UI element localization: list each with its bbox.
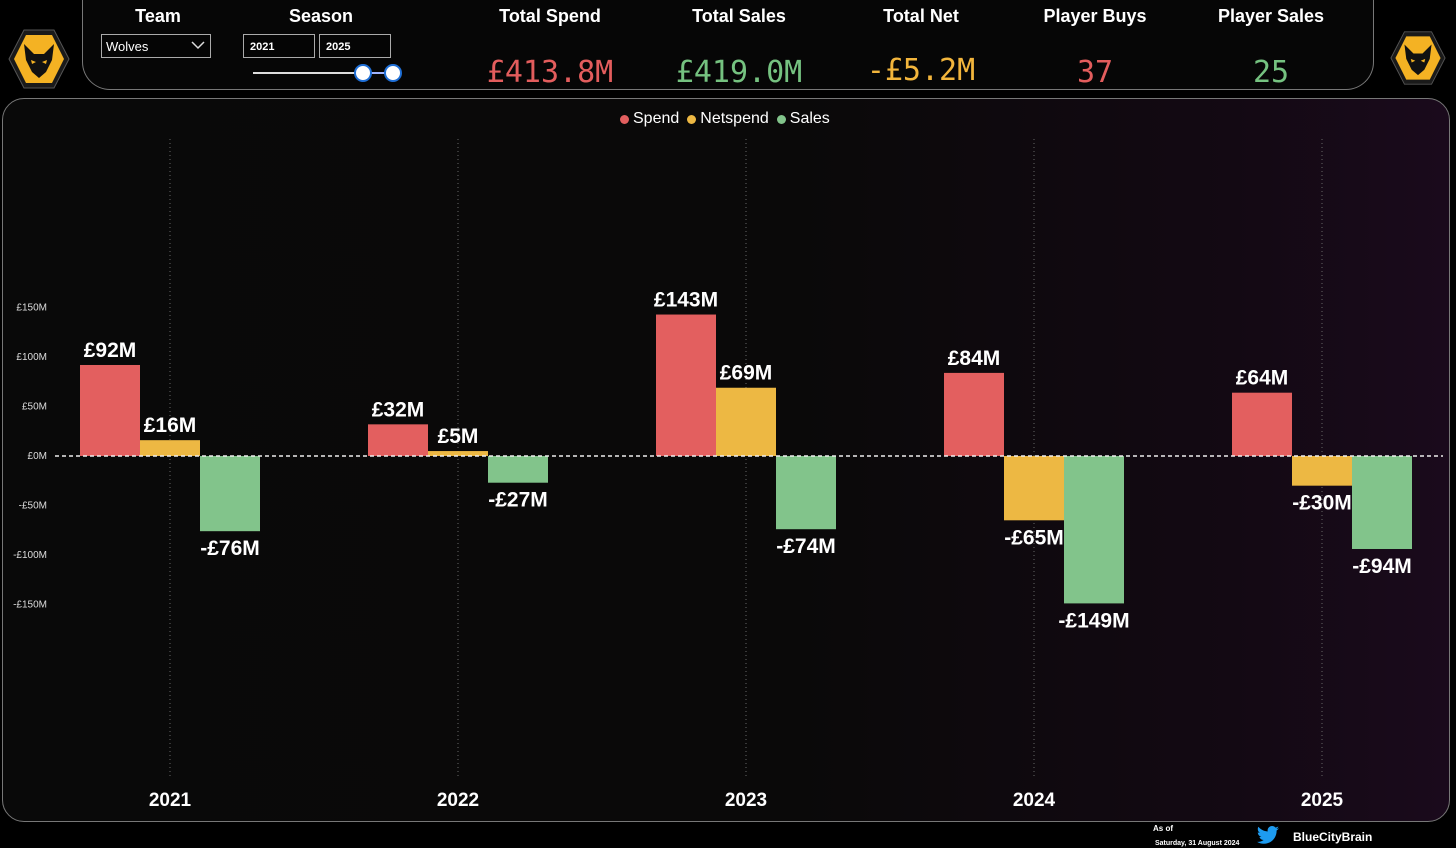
bar-sales-2021	[200, 456, 260, 532]
legend-item-spend[interactable]: Spend	[620, 110, 679, 128]
y-axis-tick-label: -£100M	[13, 550, 47, 561]
team-dropdown[interactable]: Wolves	[101, 34, 211, 58]
kpi-player-buys-title: Player Buys	[1043, 6, 1147, 26]
kpi-total-spend-title: Total Spend	[499, 6, 601, 26]
bar-netspend-2022	[428, 451, 488, 456]
data-label-netspend-2021: £16M	[144, 414, 197, 437]
season-filter-label: Season	[288, 6, 354, 26]
bar-spend-2025	[1232, 392, 1292, 456]
data-label-spend-2023: £143M	[654, 289, 718, 312]
season-end-input[interactable]: 2025	[319, 34, 391, 58]
kpi-total-net-title: Total Net	[883, 6, 959, 26]
y-axis-tick-label: £50M	[22, 402, 47, 413]
as-of-label: As of	[1153, 824, 1173, 833]
data-label-netspend-2023: £69M	[720, 362, 773, 385]
kpi-total-sales-title: Total Sales	[692, 6, 786, 26]
bar-netspend-2021	[140, 440, 200, 456]
season-start-input[interactable]: 2021	[243, 34, 315, 58]
as-of-date: Saturday, 31 August 2024	[1155, 840, 1240, 847]
wolves-logo-icon	[8, 29, 70, 89]
legend-label-sales: Sales	[789, 110, 830, 127]
kpi-player-sales-value: 25	[1252, 55, 1290, 90]
data-label-sales-2024: -£149M	[1058, 609, 1129, 632]
x-axis-category-label: 2021	[149, 790, 192, 811]
bar-spend-2024	[944, 372, 1004, 456]
data-label-netspend-2022: £5M	[438, 425, 479, 448]
data-label-sales-2021: -£76M	[200, 537, 260, 560]
x-axis-category-label: 2024	[1013, 790, 1056, 811]
y-axis-tick-label: £0M	[28, 451, 47, 462]
kpi-player-sales-title: Player Sales	[1217, 6, 1325, 26]
wolves-logo-icon	[1390, 31, 1446, 85]
kpi-total-spend-value: £413.8M	[486, 55, 614, 90]
kpi-total-net-value: -£5.2M	[866, 53, 976, 88]
legend-label-netspend: Netspend	[700, 110, 769, 127]
data-label-netspend-2025: -£30M	[1292, 492, 1352, 515]
bar-netspend-2025	[1292, 456, 1352, 486]
x-axis-category-label: 2025	[1301, 790, 1344, 811]
bar-spend-2022	[368, 424, 428, 456]
team-dropdown-value: Wolves	[106, 39, 149, 54]
data-label-netspend-2024: -£65M	[1004, 526, 1064, 549]
legend-label-spend: Spend	[633, 110, 680, 127]
data-label-spend-2024: £84M	[948, 347, 1001, 370]
season-slider-start-handle[interactable]	[354, 64, 372, 82]
bar-sales-2024	[1064, 456, 1124, 604]
chart-panel: Spend Netspend Sales £150M £100M £50M £0M -£…	[2, 98, 1450, 822]
x-axis-category-label: 2022	[437, 790, 479, 811]
bar-sales-2022	[488, 456, 548, 483]
season-slider-range	[363, 72, 393, 74]
data-label-sales-2025: -£94M	[1352, 555, 1412, 578]
y-axis-tick-label: £150M	[16, 303, 47, 314]
data-label-sales-2023: -£74M	[776, 535, 836, 558]
kpi-player-buys-value: 37	[1076, 55, 1114, 90]
bar-spend-2021	[80, 364, 140, 456]
season-slider-end-handle[interactable]	[384, 64, 402, 82]
data-label-spend-2022: £32M	[372, 398, 425, 421]
y-axis-tick-label: -£150M	[13, 599, 47, 610]
legend-dot-netspend	[687, 114, 697, 124]
data-label-spend-2021: £92M	[84, 339, 137, 362]
season-slider-track[interactable]	[253, 72, 393, 74]
y-axis-tick-label: -£50M	[19, 500, 47, 511]
header-panel: Team Wolves Season 2021 2025 Total Spend…	[82, 0, 1374, 90]
kpi-total-sales-value: £419.0M	[675, 55, 803, 90]
author-handle: BlueCityBrain	[1293, 830, 1373, 844]
bar-sales-2025	[1352, 456, 1412, 549]
bar-netspend-2023	[716, 387, 776, 456]
chevron-down-icon	[191, 41, 205, 50]
bar-sales-2023	[776, 456, 836, 530]
legend-item-sales[interactable]: Sales	[776, 110, 830, 128]
x-axis-category-label: 2023	[725, 790, 767, 811]
legend-dot-spend	[620, 114, 629, 124]
bar-spend-2023	[656, 314, 716, 456]
chart-legend: Spend Netspend Sales	[620, 110, 830, 128]
data-label-spend-2025: £64M	[1236, 367, 1289, 390]
bar-netspend-2024	[1004, 456, 1064, 521]
data-label-sales-2022: -£27M	[488, 489, 548, 512]
bar-chart: £150M £100M £50M £0M -£50M -£100M -£150M £92M £3…	[13, 139, 1443, 811]
legend-item-netspend[interactable]: Netspend	[687, 110, 769, 128]
team-filter-label: Team	[135, 6, 181, 26]
legend-dot-sales	[776, 114, 786, 124]
twitter-icon[interactable]	[1256, 826, 1280, 846]
y-axis-tick-label: £100M	[16, 352, 47, 363]
